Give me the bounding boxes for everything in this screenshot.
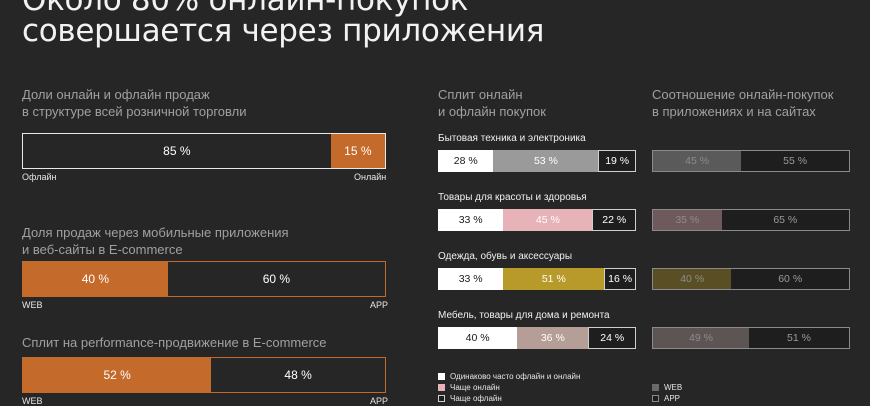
retail-offline-caption: Офлайн [22,172,57,182]
split-header-line1: Сплит онлайн [438,87,523,102]
ratio-header: Соотношение онлайн-покупок в приложениях… [652,86,833,120]
app-segment: 48 % [284,368,312,382]
legend-item-app: APP [652,393,682,403]
category-label: Товары для красоты и здоровья [438,192,587,203]
ratio-row-bar: 45 % 55 % [652,150,850,172]
page-title-line2: совершается через приложения [22,13,545,49]
ratio-header-line1: Соотношение онлайн-покупок [652,87,834,102]
performance-split-label: Сплит на performance-продвижение в E-com… [22,335,327,350]
retail-label-line2: в структуре всей розничной торговли [22,104,247,119]
ratio-segment: 60 % [731,269,849,289]
split-segment: 16 % [604,268,636,290]
ratio-segment: 35 % [653,210,722,230]
ratio-row-bar: 49 % 51 % [652,327,850,349]
retail-split-label: Доли онлайн и офлайн продаж в структуре … [22,86,246,120]
split-header-line2: и офлайн покупок [438,104,546,119]
split-segment: 45 % [503,209,593,231]
legend-label: Чаще онлайн [450,382,500,392]
ratio-segment: 55 % [741,151,849,171]
legend-label: Чаще офлайн [450,393,502,403]
split-segment: 19 % [598,150,636,172]
legend-swatch-pink [438,383,445,391]
legend-swatch-dark [652,394,659,402]
ratio-segment: 65 % [721,210,849,230]
split-segment: 22 % [592,209,636,231]
retail-split-bar: 85 % 15 % [22,133,386,169]
performance-app-caption: APP [370,396,389,406]
split-segment: 51 % [503,268,605,290]
split-segment: 24 % [588,327,636,349]
split-row-bar: 33 % 51 % 16 % [438,268,636,290]
split-segment: 36 % [517,327,589,349]
split-row-bar: 28 % 53 % 19 % [438,150,636,172]
web-segment: 52 % [23,358,212,392]
ratio-header-line2: в приложениях и на сайтах [652,104,816,119]
legend-item-equal: Одинаково часто офлайн и онлайн [438,371,580,381]
app-segment: 60 % [262,272,291,286]
ratio-segment: 40 % [653,269,732,289]
ratio-segment: 45 % [653,151,742,171]
split-segment: 33 % [438,268,504,290]
legend-label: WEB [664,382,683,392]
mobile-split-label: Доля продаж через мобильные приложения и… [22,224,289,258]
split-segment: 28 % [438,150,494,172]
retail-online-caption: Онлайн [354,172,387,182]
split-header: Сплит онлайн и офлайн покупок [438,86,546,120]
split-row-bar: 40 % 36 % 24 % [438,327,636,349]
split-segment: 40 % [438,327,518,349]
performance-web-caption: WEB [22,396,43,406]
mobile-label-line2: и веб-сайты в E-commerce [22,242,183,257]
legend-swatch-dark [438,394,445,402]
category-label: Бытовая техника и электроника [438,133,586,144]
legend-item-offline: Чаще офлайн [438,393,580,403]
legend-label: APP [664,393,681,403]
legend-swatch-gray [652,383,659,391]
split-segment: 53 % [493,150,599,172]
split-segment: 33 % [438,209,504,231]
mobile-app-caption: APP [370,300,389,310]
retail-label-line1: Доли онлайн и офлайн продаж [22,87,210,102]
mobile-split-bar: 40 % 60 % [22,261,386,297]
page-title-line1: Около 80% онлайн-покупок [22,0,469,18]
legend-label: Одинаково часто офлайн и онлайн [450,371,581,381]
split-legend: Одинаково часто офлайн и онлайн Чаще онл… [438,371,580,403]
legend-item-web: WEB [652,382,682,392]
ratio-segment: 49 % [653,328,750,348]
performance-split-bar: 52 % 48 % [22,357,386,393]
category-label: Одежда, обувь и аксессуары [438,251,573,262]
category-label: Мебель, товары для дома и ремонта [438,310,610,321]
legend-item-online: Чаще онлайн [438,382,580,392]
offline-segment: 85 % [163,144,191,158]
mobile-label-line1: Доля продаж через мобильные приложения [22,225,289,240]
mobile-web-caption: WEB [22,300,43,310]
split-row-bar: 33 % 45 % 22 % [438,209,636,231]
online-segment: 15 % [330,134,385,168]
ratio-segment: 51 % [749,328,849,348]
legend-swatch-white [438,372,445,380]
web-segment: 40 % [23,262,168,296]
ratio-row-bar: 40 % 60 % [652,268,850,290]
ratio-row-bar: 35 % 65 % [652,209,850,231]
